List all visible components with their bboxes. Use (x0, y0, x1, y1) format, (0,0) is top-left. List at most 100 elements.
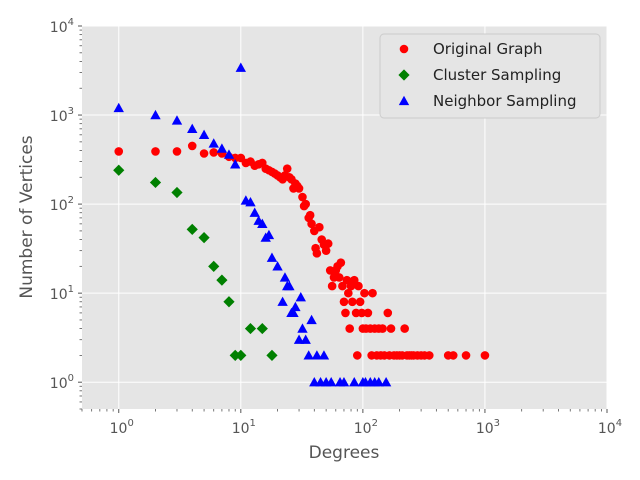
legend-marker-2 (398, 95, 410, 106)
point-series-0 (357, 308, 367, 318)
point-series-2 (245, 197, 256, 207)
y-tick-label: 100 (50, 373, 74, 392)
x-tick-label: 100 (110, 418, 134, 437)
point-series-2 (263, 229, 275, 240)
point-series-2 (249, 207, 260, 217)
point-series-0 (352, 351, 362, 360)
point-series-1 (113, 164, 125, 176)
point-series-2 (208, 138, 219, 148)
point-series-2 (235, 62, 247, 72)
point-series-2 (380, 376, 392, 387)
point-series-2 (297, 323, 308, 333)
point-series-2 (150, 109, 161, 120)
point-series-2 (223, 149, 235, 159)
point-series-0 (282, 164, 292, 173)
legend-marker-0 (399, 44, 409, 54)
point-series-2 (306, 314, 317, 325)
x-tick-label: 102 (354, 418, 378, 437)
point-series-0 (368, 288, 377, 298)
point-series-0 (199, 149, 209, 158)
point-series-0 (114, 147, 124, 156)
legend-label-1: Cluster Sampling (433, 66, 561, 84)
point-series-0 (321, 246, 331, 255)
point-series-2 (216, 143, 228, 153)
minor-ticks (79, 29, 602, 412)
point-series-0 (294, 184, 304, 193)
point-series-0 (338, 281, 347, 291)
point-series-0 (339, 297, 349, 307)
point-series-0 (151, 147, 160, 156)
point-series-0 (336, 258, 346, 267)
legend-marker-1 (398, 69, 410, 81)
data-points (113, 62, 490, 387)
point-series-1 (223, 296, 235, 308)
point-series-0 (461, 351, 471, 360)
point-series-0 (341, 308, 350, 318)
point-series-0 (448, 351, 458, 360)
point-series-2 (198, 129, 210, 139)
point-series-2 (266, 252, 278, 262)
y-axis-label: Number of Vertices (17, 135, 37, 298)
point-series-2 (171, 115, 183, 125)
point-series-0 (354, 281, 363, 291)
point-series-1 (186, 223, 198, 235)
x-tick-label: 101 (232, 418, 256, 437)
point-series-1 (244, 322, 257, 335)
legend-label-0: Original Graph (433, 40, 542, 58)
point-series-2 (373, 376, 384, 387)
point-series-2 (300, 334, 311, 344)
point-series-2 (113, 102, 124, 113)
point-series-0 (323, 239, 333, 248)
point-series-0 (344, 288, 353, 298)
x-tick-label: 103 (476, 418, 500, 437)
y-tick-label: 104 (50, 17, 74, 36)
point-series-0 (360, 288, 369, 298)
point-series-0 (386, 324, 396, 333)
point-series-2 (187, 123, 198, 134)
point-series-2 (293, 334, 305, 344)
point-series-0 (363, 308, 373, 318)
legend-box (379, 33, 601, 119)
point-series-0 (172, 147, 182, 156)
point-series-0 (480, 351, 490, 360)
point-series-1 (235, 349, 247, 361)
point-series-2 (257, 218, 268, 229)
point-series-0 (400, 324, 409, 333)
legend: Original Graph Cluster Sampling Neighbor S… (379, 33, 601, 119)
point-series-2 (311, 350, 323, 360)
point-series-0 (301, 199, 310, 209)
point-series-2 (284, 280, 295, 291)
point-series-2 (290, 301, 301, 312)
point-series-0 (355, 297, 365, 307)
point-series-1 (208, 260, 220, 272)
point-series-0 (315, 222, 324, 232)
y-tick-label: 101 (50, 284, 74, 303)
point-series-1 (171, 186, 183, 199)
point-series-2 (277, 296, 288, 306)
legend-label-2: Neighbor Sampling (433, 92, 577, 110)
point-series-0 (348, 297, 357, 307)
point-series-2 (338, 376, 350, 387)
x-tick-labels: 100 101 102 103 104 (110, 409, 622, 437)
point-series-2 (325, 376, 337, 387)
point-series-0 (345, 324, 355, 333)
point-series-2 (349, 376, 360, 387)
point-series-2 (272, 261, 283, 271)
point-series-1 (256, 322, 268, 335)
y-tick-label: 102 (50, 195, 74, 214)
y-tick-labels: 100 101 102 103 104 (50, 17, 82, 392)
point-series-0 (327, 281, 337, 291)
point-series-0 (378, 324, 387, 333)
point-series-0 (349, 275, 359, 285)
point-series-0 (312, 249, 322, 258)
point-series-2 (295, 292, 306, 302)
point-series-2 (303, 350, 314, 360)
point-series-0 (307, 219, 316, 229)
point-series-2 (279, 272, 291, 282)
point-series-2 (288, 307, 299, 318)
x-axis-label: Degrees (309, 443, 380, 463)
point-series-2 (230, 159, 241, 169)
point-series-0 (187, 141, 197, 151)
point-series-0 (334, 273, 344, 282)
